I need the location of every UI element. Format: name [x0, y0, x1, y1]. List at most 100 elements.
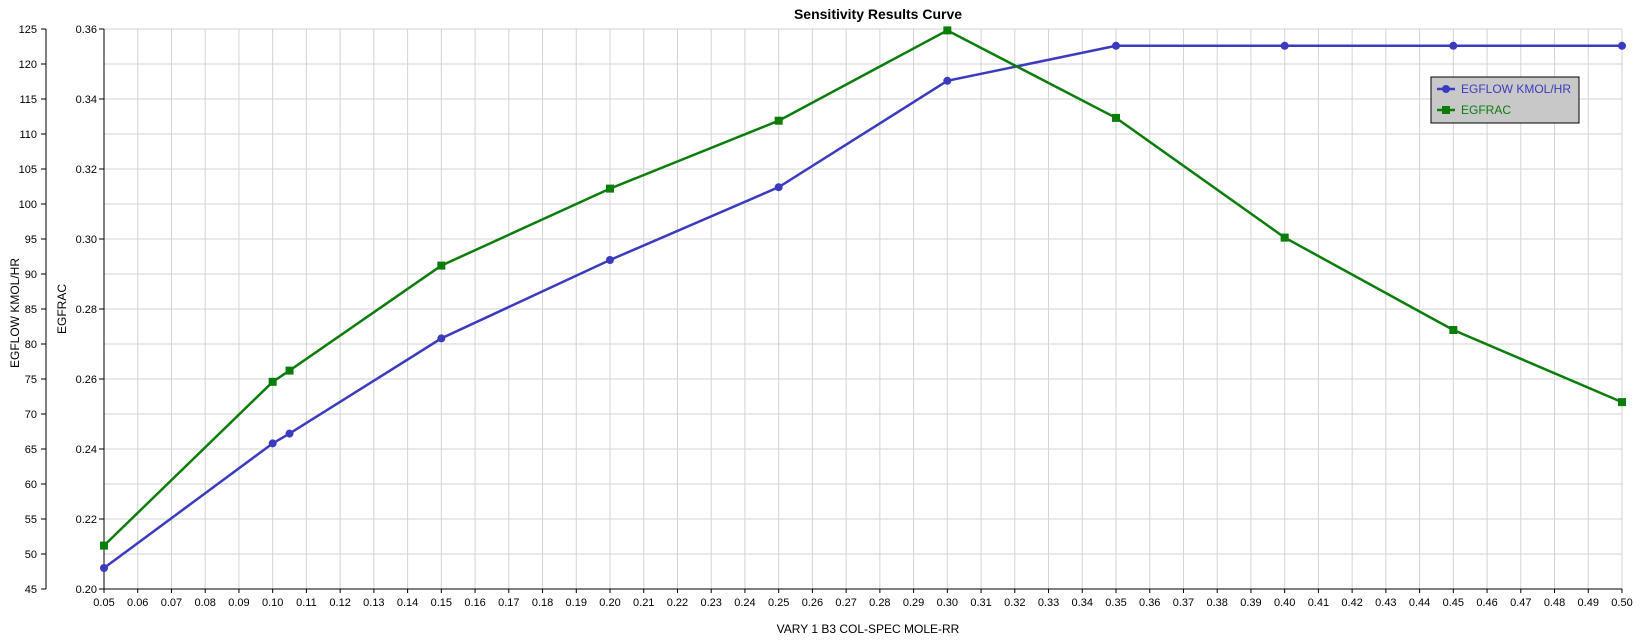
x-tick-label: 0.35 [1105, 597, 1126, 609]
x-tick-label: 0.24 [734, 597, 755, 609]
x-tick-label: 0.16 [464, 597, 485, 609]
x-tick-label: 0.20 [599, 597, 620, 609]
series-2 [100, 26, 1626, 550]
y-right-tick-label: 0.34 [76, 94, 97, 106]
data-point [1618, 41, 1626, 50]
x-tick-label: 0.25 [768, 597, 789, 609]
x-tick-label: 0.13 [363, 597, 384, 609]
x-tick-label: 0.31 [970, 597, 991, 609]
y-left-tick-label: 120 [19, 59, 37, 71]
data-point [606, 256, 614, 264]
series-1 [100, 41, 1626, 572]
y-left-tick-label: 70 [25, 409, 37, 421]
x-tick-label: 0.19 [566, 597, 587, 609]
y-axis-left-label: EGFLOW KMOL/HR [8, 258, 22, 368]
data-point [1280, 233, 1289, 242]
x-tick-label: 0.28 [869, 597, 890, 609]
legend-item: EGFLOW KMOL/HR [1437, 82, 1571, 96]
data-point [285, 366, 294, 375]
x-tick-label: 0.29 [903, 597, 924, 609]
data-point [606, 184, 614, 193]
data-point [100, 564, 108, 572]
x-tick-label: 0.47 [1510, 597, 1531, 609]
y-left-tick-label: 110 [19, 129, 37, 141]
data-point [100, 541, 108, 550]
x-tick-label: 0.50 [1611, 597, 1632, 609]
data-point [437, 261, 446, 270]
data-point [268, 439, 277, 448]
x-tick-label: 0.08 [194, 597, 215, 609]
x-tick-label: 0.43 [1375, 597, 1396, 609]
y-right-tick-label: 0.20 [76, 584, 97, 596]
data-point [1112, 113, 1120, 122]
y-right-tick-label: 0.26 [76, 374, 97, 386]
legend-label: EGFRAC [1461, 103, 1511, 117]
x-tick-label: 0.22 [667, 597, 688, 609]
legend: EGFLOW KMOL/HR EGFRAC [1430, 76, 1580, 124]
y-left-tick-label: 115 [19, 94, 37, 106]
data-point [943, 26, 952, 35]
grid [103, 28, 1623, 590]
y-right-tick-label: 0.22 [76, 514, 97, 526]
x-tick-label: 0.34 [1072, 597, 1093, 609]
y-left-tick-label: 85 [25, 304, 37, 316]
x-tick-label: 0.10 [262, 597, 283, 609]
y-left-tick-label: 105 [19, 164, 37, 176]
x-tick-label: 0.06 [127, 597, 148, 609]
x-tick-label: 0.44 [1409, 597, 1430, 609]
y-right-tick-label: 0.36 [76, 24, 97, 36]
y-right-tick-label: 0.32 [76, 164, 97, 176]
y-left-tick-label: 80 [25, 339, 37, 351]
y-left-tick-label: 100 [19, 199, 37, 211]
legend-item: EGFRAC [1437, 103, 1511, 117]
y-left-tick-label: 95 [25, 234, 37, 246]
data-point [1280, 41, 1289, 50]
legend-label: EGFLOW KMOL/HR [1461, 82, 1571, 96]
y-left-tick-label: 125 [19, 24, 37, 36]
y-left-tick-label: 45 [25, 584, 37, 596]
x-tick-label: 0.07 [161, 597, 182, 609]
x-tick-label: 0.14 [397, 597, 418, 609]
x-tick-label: 0.17 [498, 597, 519, 609]
x-tick-label: 0.38 [1206, 597, 1227, 609]
data-point [268, 377, 277, 386]
data-point [1112, 41, 1120, 50]
x-tick-label: 0.48 [1544, 597, 1565, 609]
x-tick-label: 0.15 [431, 597, 452, 609]
data-point [774, 183, 783, 192]
y-left-tick-label: 75 [25, 374, 37, 386]
x-tick-label: 0.11 [296, 597, 317, 609]
y-left-tick-label: 90 [25, 269, 37, 281]
x-tick-label: 0.12 [329, 597, 350, 609]
data-point [943, 76, 952, 85]
data-point [437, 334, 446, 343]
x-tick-label: 0.33 [1038, 597, 1059, 609]
y-left-tick-label: 55 [25, 514, 37, 526]
data-point [774, 116, 783, 125]
x-tick-label: 0.41 [1308, 597, 1329, 609]
y-left-tick-label: 50 [25, 549, 37, 561]
x-tick-label: 0.23 [700, 597, 721, 609]
x-tick-label: 0.36 [1139, 597, 1160, 609]
legend-marker [1442, 106, 1450, 114]
y-axis-right-label: EGFRAC [55, 284, 69, 334]
y-left-tick-label: 65 [25, 444, 37, 456]
x-tick-label: 0.18 [532, 597, 553, 609]
y-right-tick-label: 0.28 [76, 304, 97, 316]
x-tick-label: 0.05 [93, 597, 114, 609]
x-tick-label: 0.30 [937, 597, 958, 609]
x-tick-label: 0.09 [228, 597, 249, 609]
x-tick-label: 0.46 [1476, 597, 1497, 609]
x-tick-label: 0.42 [1341, 597, 1362, 609]
x-tick-label: 0.32 [1004, 597, 1025, 609]
x-tick-label: 0.37 [1173, 597, 1194, 609]
x-tick-label: 0.39 [1240, 597, 1261, 609]
x-tick-label: 0.21 [633, 597, 654, 609]
y-right-tick-label: 0.30 [76, 234, 97, 246]
chart-title: Sensitivity Results Curve [794, 6, 962, 22]
data-point [285, 429, 294, 438]
x-tick-label: 0.27 [835, 597, 856, 609]
y-right-tick-label: 0.24 [76, 444, 97, 456]
